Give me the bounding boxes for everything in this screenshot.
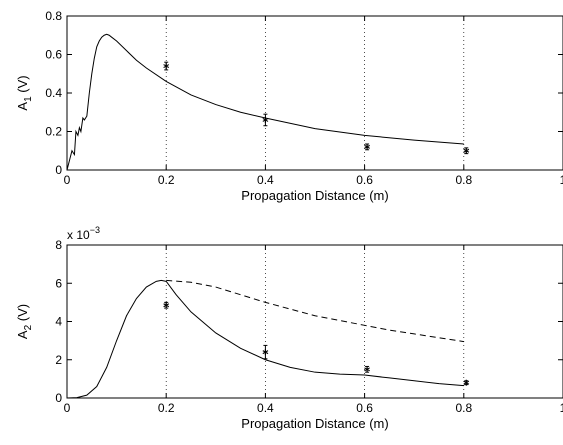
star-marker-stroke	[463, 148, 470, 153]
y-tick-label: 2	[55, 353, 62, 367]
star-marker-stroke	[163, 303, 170, 308]
y-tick-label: 0	[55, 391, 62, 405]
x-tick-label: 0.8	[455, 173, 472, 187]
data-point	[364, 143, 370, 151]
data-point	[262, 344, 269, 360]
chart-a1-panel: 0 0.2 0.4 0.6 0.8 1 0 0.2 0.4 0.6 0.8 Propagation D…	[15, 9, 563, 203]
data-point	[463, 379, 470, 386]
y-tick-label: 0.6	[45, 48, 62, 62]
y-axis-label-subscript: 2	[23, 324, 34, 330]
y-tick-label: 8	[55, 238, 62, 252]
y-tick-label: 0	[55, 163, 62, 177]
x-tick-label: 0.6	[356, 173, 373, 187]
data-point	[364, 365, 370, 373]
x-tick-label: 0.8	[455, 401, 472, 415]
series-line-dashed	[166, 279, 464, 343]
y-tick-label: 4	[55, 315, 62, 329]
x-axis-label: Propagation Distance (m)	[241, 188, 388, 203]
star-marker-stroke	[262, 350, 269, 355]
y-scale-factor: x 10−3	[67, 225, 100, 242]
x-tick-label: 0	[64, 173, 71, 187]
y-scale-exponent: −3	[90, 225, 100, 235]
series-line-solid	[66, 33, 464, 171]
data-point	[163, 301, 170, 309]
data-point	[463, 147, 470, 155]
y-axis-label: A1 (V)	[15, 75, 34, 110]
x-tick-label: 0.4	[257, 173, 274, 187]
star-marker-stroke	[364, 144, 370, 149]
x-tick-label: 1	[560, 173, 563, 187]
y-tick-label: 6	[55, 276, 62, 290]
y-axis-label: A2 (V)	[15, 304, 34, 339]
y-tick-label: 0.2	[45, 125, 62, 139]
star-marker-stroke	[262, 117, 269, 122]
data-point	[163, 61, 170, 71]
x-tick-label: 0.2	[158, 401, 175, 415]
y-axis-label-unit: (V)	[15, 75, 30, 96]
y-axis-label-main: A	[15, 102, 30, 111]
x-tick-label: 1	[560, 401, 563, 415]
star-marker-stroke	[364, 367, 370, 372]
x-tick-label: 0.4	[257, 401, 274, 415]
series-line-solid	[66, 279, 464, 399]
y-axis-label-subscript: 1	[23, 96, 34, 102]
y-axis-label-unit: (V)	[15, 304, 30, 325]
y-tick-label: 0.4	[45, 86, 62, 100]
y-tick-label: 0.8	[45, 9, 62, 23]
y-scale-base: x 10	[67, 228, 90, 242]
plot-frame	[66, 15, 563, 171]
star-marker-stroke	[163, 64, 170, 69]
data-point	[262, 113, 269, 127]
y-axis-label-main: A	[15, 330, 30, 339]
plot-frame	[66, 244, 563, 399]
star-marker-stroke	[463, 380, 470, 385]
x-tick-label: 0.6	[356, 401, 373, 415]
chart-a2-panel: 0 0.2 0.4 0.6 0.8 1 0 2 4 6 8 Propagation Distance …	[15, 225, 563, 431]
x-axis-label: Propagation Distance (m)	[241, 416, 388, 431]
x-tick-label: 0.2	[158, 173, 175, 187]
x-tick-label: 0	[64, 401, 71, 415]
